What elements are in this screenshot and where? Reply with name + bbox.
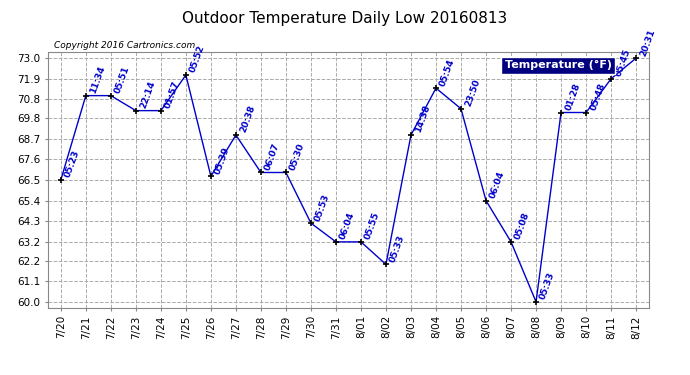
Text: 05:54: 05:54	[438, 57, 457, 87]
Text: Outdoor Temperature Daily Low 20160813: Outdoor Temperature Daily Low 20160813	[182, 11, 508, 26]
Text: 14:38: 14:38	[413, 104, 432, 134]
Text: 05:51: 05:51	[113, 65, 132, 95]
Text: 01:28: 01:28	[564, 82, 582, 112]
Text: 05:23: 05:23	[63, 149, 81, 179]
Text: 05:45: 05:45	[613, 48, 632, 78]
Text: 06:04: 06:04	[338, 211, 357, 241]
Text: 20:38: 20:38	[238, 104, 257, 134]
Text: 11:34: 11:34	[88, 64, 107, 95]
Text: 06:04: 06:04	[489, 170, 506, 200]
Text: 05:39: 05:39	[213, 146, 232, 176]
Text: 23:50: 23:50	[464, 78, 482, 108]
Text: 05:52: 05:52	[188, 44, 206, 74]
Text: 20:31: 20:31	[638, 27, 657, 57]
Text: 05:48: 05:48	[589, 82, 607, 112]
Text: 22:14: 22:14	[138, 80, 157, 110]
Text: 01:57: 01:57	[164, 80, 181, 110]
Text: 06:07: 06:07	[264, 142, 282, 172]
Text: Temperature (°F): Temperature (°F)	[504, 60, 611, 70]
Text: 05:33: 05:33	[388, 234, 406, 263]
Text: 05:08: 05:08	[513, 211, 532, 241]
Text: Copyright 2016 Cartronics.com: Copyright 2016 Cartronics.com	[55, 41, 195, 50]
Text: 05:33: 05:33	[538, 271, 557, 301]
Text: 05:53: 05:53	[313, 192, 332, 222]
Text: 05:30: 05:30	[288, 142, 306, 172]
Text: 05:55: 05:55	[364, 211, 382, 241]
